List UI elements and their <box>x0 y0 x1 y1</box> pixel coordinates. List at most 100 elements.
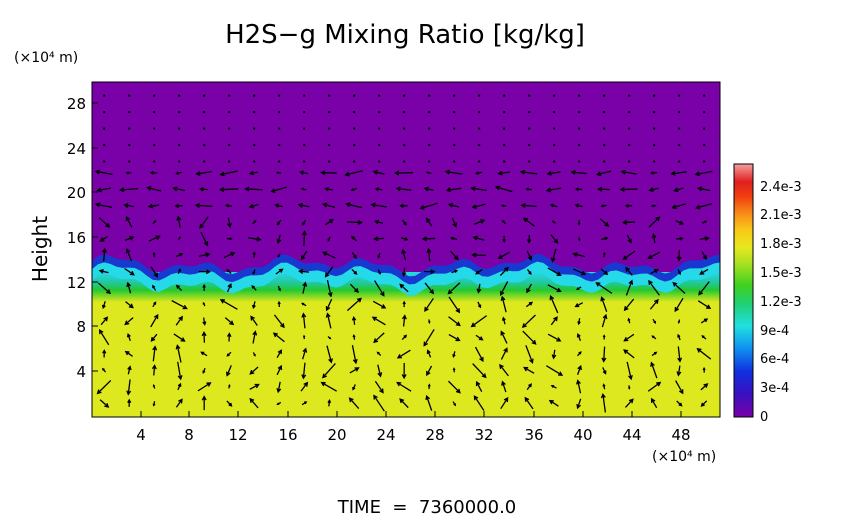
vector-arrow <box>177 268 181 275</box>
vector-arrow <box>302 281 308 294</box>
vector-arrow <box>203 94 206 97</box>
vector-arrow <box>601 346 607 363</box>
vector-arrow <box>502 235 507 243</box>
vector-arrow <box>250 315 258 326</box>
vector-arrow <box>223 251 236 259</box>
vector-arrow <box>550 248 557 263</box>
colorbar-label: 1.2e-3 <box>760 295 802 310</box>
vector-arrow <box>178 111 181 114</box>
vector-arrow <box>276 401 282 406</box>
vector-arrow <box>478 127 481 130</box>
vector-arrow <box>128 111 131 114</box>
vector-arrow <box>428 160 431 163</box>
vector-arrow <box>101 301 106 310</box>
vector-arrow <box>419 202 438 210</box>
vector-arrow <box>201 330 207 343</box>
vector-arrow <box>327 336 332 340</box>
y-tick-label: 16 <box>67 229 86 247</box>
vector-arrow <box>426 365 433 377</box>
vector-arrow <box>253 160 256 163</box>
vector-arrow <box>326 279 333 298</box>
vector-arrow <box>627 317 631 324</box>
vector-arrow <box>252 269 256 275</box>
vector-arrow <box>628 94 631 97</box>
vector-arrow <box>372 300 387 309</box>
vector-arrow <box>677 319 681 324</box>
vector-arrow <box>674 297 684 313</box>
vector-arrow <box>451 217 458 228</box>
vector-arrow <box>272 332 285 343</box>
vector-arrow <box>447 202 460 208</box>
vector-arrow <box>528 94 531 97</box>
vector-arrow <box>353 144 356 147</box>
vector-arrow <box>401 362 407 380</box>
vector-arrow <box>653 111 656 114</box>
vector-arrow <box>203 111 206 114</box>
vector-arrow <box>501 219 507 225</box>
vector-arrow <box>152 384 156 389</box>
vector-arrow <box>678 94 681 97</box>
vector-arrow <box>473 219 486 225</box>
vector-arrow <box>624 398 634 408</box>
vector-arrow <box>226 237 233 241</box>
vector-arrow <box>346 219 363 225</box>
vector-arrow <box>551 220 556 224</box>
vector-arrow <box>597 186 610 192</box>
vector-arrow <box>174 203 183 208</box>
vector-arrow <box>228 384 231 389</box>
vector-arrow <box>328 111 331 114</box>
vector-arrow <box>524 396 534 410</box>
vector-arrow <box>570 169 587 175</box>
vector-arrow <box>276 381 282 394</box>
vector-arrow <box>126 379 132 396</box>
vector-arrow <box>226 217 232 229</box>
vector-arrow <box>447 282 461 295</box>
vector-arrow <box>126 281 132 294</box>
vector-arrow <box>373 219 384 225</box>
y-tick-label: 8 <box>76 318 86 336</box>
vector-arrow <box>650 204 657 208</box>
vector-arrow <box>576 379 582 394</box>
vector-arrow <box>574 302 583 308</box>
vector-arrow <box>675 219 685 225</box>
vector-arrow <box>403 160 406 163</box>
vector-arrow <box>202 283 206 291</box>
vector-arrow <box>101 367 107 373</box>
vector-arrow <box>128 127 131 130</box>
vector-arrow <box>320 381 338 392</box>
vector-arrow <box>276 234 282 245</box>
vector-arrow <box>175 171 183 175</box>
vector-arrow <box>352 384 356 391</box>
x-tick-label: 16 <box>278 426 297 444</box>
vector-arrow <box>698 281 710 296</box>
vector-arrow <box>628 111 631 114</box>
vector-arrow <box>670 170 687 176</box>
vector-arrow <box>325 298 333 312</box>
vector-arrow <box>175 344 182 363</box>
vector-arrow <box>277 285 281 292</box>
vector-arrow <box>477 301 482 309</box>
vector-arrow <box>621 219 636 225</box>
vector-arrow <box>528 127 531 130</box>
vector-arrow <box>650 397 658 409</box>
vector-arrow <box>577 219 581 226</box>
vector-arrow <box>475 380 483 393</box>
vector-arrow <box>550 316 558 326</box>
vector-arrow <box>501 380 507 393</box>
vector-arrow <box>396 349 411 359</box>
vector-arrow <box>203 127 206 130</box>
vector-arrow <box>549 294 559 314</box>
vector-arrow <box>578 144 581 147</box>
vector-arrow <box>452 401 457 407</box>
vector-arrow <box>647 381 662 392</box>
vector-arrow <box>649 171 658 175</box>
vector-arrow <box>100 316 109 326</box>
vector-arrow <box>701 335 707 340</box>
vector-arrow <box>101 247 107 262</box>
vector-arrow <box>648 279 660 296</box>
vector-arrow <box>301 230 307 246</box>
vector-arrow <box>627 385 631 390</box>
vector-arrow <box>428 144 431 147</box>
vector-arrow <box>401 219 407 226</box>
vector-arrow <box>302 347 308 360</box>
